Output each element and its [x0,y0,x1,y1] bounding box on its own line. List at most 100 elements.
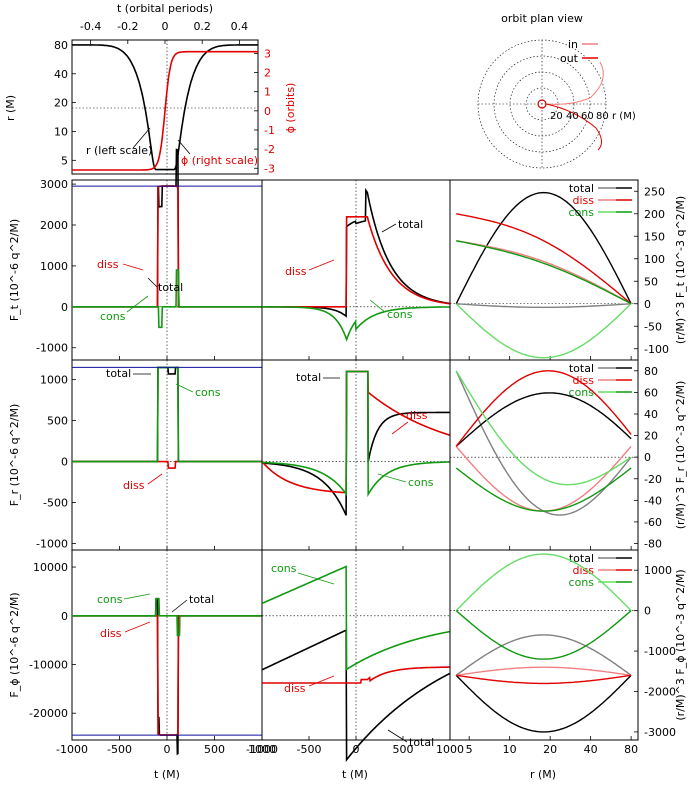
y-tick-label: 40 [644,408,658,421]
y-tick-label: 0 [644,451,651,464]
panel-labels: diss total cons total diss cons total co… [97,218,434,749]
y-tick-label: 0 [61,610,68,623]
r1-mid-diss: diss [406,409,428,422]
total-curve [261,628,451,762]
r2-mid-total: total [409,736,434,749]
in-curve [455,303,632,359]
plan-r-axis-label: r (M) [612,111,636,122]
ring-label-60: 60 [581,111,594,122]
phi-tick-label: 3 [264,47,271,60]
y-tick-label: 80 [644,365,658,378]
r2-mid-diss: diss [284,682,306,695]
cons-curve [262,306,450,342]
y-tick-label: 60 [644,386,658,399]
y-tick-label: -80 [644,538,662,551]
y-tick-label: -20000 [29,707,68,720]
top-tick-label: -0.2 [117,20,138,33]
y-tick-label: 0 [61,456,68,469]
y-tick-label: 100 [644,253,665,266]
y-tick-label: -50 [644,320,662,333]
r-tick-label: 40 [54,68,68,81]
y-tick-label: -60 [644,516,662,529]
x-tick-label: 0 [353,743,360,756]
ring-label-20: 20 [550,111,563,122]
y-tick-label: -3000 [644,726,676,739]
panel-r0-c2: 250 200 150 100 50 0 -50 -100 (r/M)^3 F_t (10^-3… [449,179,687,361]
x-tick-label: 20 [543,743,557,756]
legend-cons: cons [569,576,595,589]
legend-in: in [568,38,578,51]
phi-curve-label: ϕ (right scale) [181,154,258,167]
in-curve [455,553,632,612]
y-tick-label: 0 [644,298,651,311]
y-tick-label: 200 [644,208,665,221]
in-curve [456,303,632,309]
diss-curve [262,666,450,684]
y-tick-label: -2000 [644,685,676,698]
y-tick-label: -10000 [29,658,68,671]
top-tick-label: 0 [162,20,169,33]
plan-title: orbit plan view [501,12,583,25]
legend-diss: diss [572,374,594,387]
top-tick-label: 0.4 [231,20,249,33]
r1-left-diss: diss [123,479,145,492]
y-tick-label: -1000 [36,342,68,355]
legend-total: total [569,182,594,195]
in-curve [455,634,632,676]
y-tick-label: 50 [644,275,658,288]
y-tick-label: -1000 [644,645,676,658]
r0-left-diss: diss [97,258,119,271]
x-tick-label: -500 [107,743,132,756]
r-tick-label: 10 [54,125,68,138]
panel-r2-c0: -1000 -500 0 500 1000 10000 0 -10000 -20000 F_ϕ (… [8,549,276,756]
top-axis-label: t (orbital periods) [117,2,213,15]
phi-tick-label: 0 [264,105,271,118]
x-tick-label: 1000 [248,743,276,756]
y-tick-label: 150 [644,230,665,243]
phi-tick-label: 2 [264,67,271,80]
mid-xlabel: t (M) [342,768,368,781]
phi-curve [72,50,258,171]
r-curve-label: r (left scale) [86,144,152,157]
r0-mid-diss: diss [285,265,307,278]
top-tick-label: -0.4 [80,20,101,33]
ring-label-80: 80 [596,111,609,122]
r-tick-label: 80 [54,39,68,52]
phi-tick-label: 1 [264,86,271,99]
out-curve [455,610,632,660]
y-tick-label: 3000 [40,178,68,191]
right-ylabel: (r/M)^3 F_ϕ (10^-3 q^2/M) [674,569,687,720]
legend-diss: diss [572,194,594,207]
in-curve [456,240,632,305]
phi-tick-label: -3 [264,162,275,175]
r-ylabel: r (M) [4,95,17,121]
x-tick-label: 5 [466,743,473,756]
right-ylabel: (r/M)^3 F_t (10^-3 q^2/M) [674,196,687,344]
x-tick-label: -1000 [246,743,278,756]
r1-left-total: total [106,367,131,380]
plan-view: orbit plan view 20 40 60 80 r (M) in out [477,12,636,169]
legend-total: total [569,362,594,375]
r1-mid-total: total [296,371,321,384]
y-tick-label: 0 [644,605,651,618]
out-curve [455,467,632,512]
right-ylabel: (r/M)^3 F_r (10^-3 q^2/M) [674,381,687,530]
out-curve [456,674,632,685]
left-ylabel: F_t (10^-6 q^2/M) [8,219,21,321]
r0-mid-cons: cons [387,308,413,321]
panel-r2-c1: -1000 -500 0 500 1000 [246,549,464,762]
cons-curve [261,565,450,671]
left-xlabel: t (M) [154,768,180,781]
y-tick-label: 2000 [40,219,68,232]
x-tick-label: -500 [297,743,322,756]
y-tick-label: 500 [47,415,68,428]
panel-frame [449,549,639,741]
phi-tick-label: -1 [264,124,275,137]
phi-ylabel: ϕ (orbits) [284,83,297,134]
x-tick-label: 0 [164,743,171,756]
panel-r2-c2: 5 10 20 40 80 1000 0 -1000 -2000 -3000 (r/M)^3 F_ϕ… [449,549,687,756]
r2-mid-cons: cons [271,562,297,575]
y-tick-label: 250 [644,185,665,198]
phi-tick-label: -2 [264,143,275,156]
